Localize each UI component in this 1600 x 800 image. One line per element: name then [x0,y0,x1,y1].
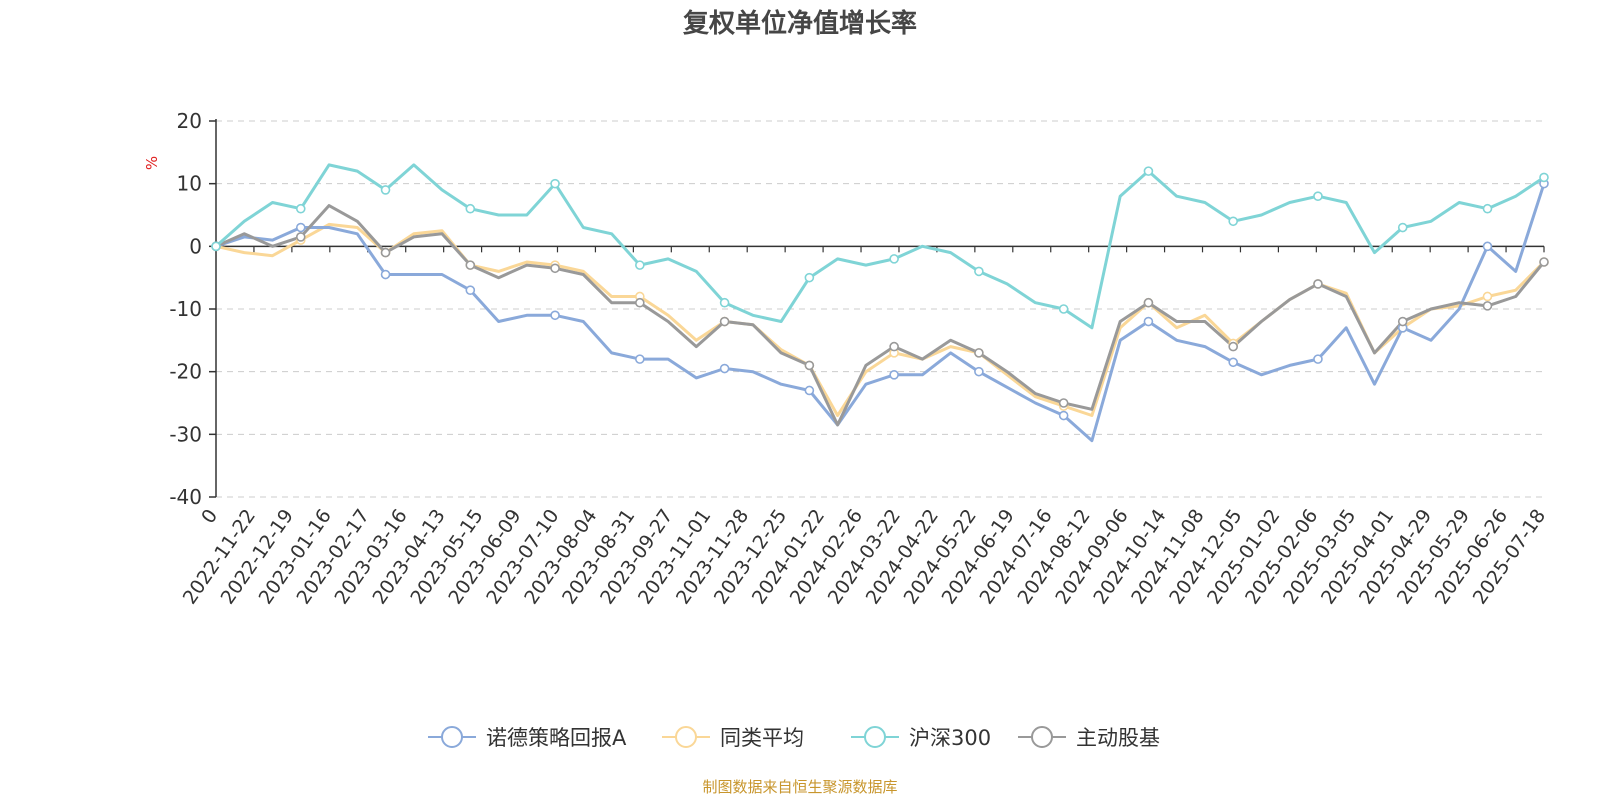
y-tick-label: 0 [189,234,202,258]
y-axis-tick-labels: 20 10 0 -10 -20 -30 -40 [169,109,202,509]
data-point [1539,172,1549,183]
series-markers [211,166,1549,421]
legend-item[interactable]: 主动股基 [1018,726,1160,750]
data-point [550,310,560,321]
data-point [1482,203,1493,214]
legend-marker-icon [675,726,697,748]
legend-marker-icon [864,726,886,748]
data-point [1143,316,1154,327]
source-note: 制图数据来自恒生聚源数据库 [702,778,897,796]
data-point [1228,341,1238,352]
legend-marker-icon [441,726,463,748]
series-line [214,204,1546,427]
data-point [1058,410,1069,421]
data-point [635,297,645,308]
data-point [1228,357,1238,368]
legend-label: 沪深300 [909,726,991,750]
data-point [1482,241,1493,252]
y-tick-label: -40 [169,485,202,509]
y-tick-label: -20 [169,360,202,384]
legend-item[interactable]: 同类平均 [662,726,804,750]
series-line [214,222,1546,417]
data-point [380,269,391,280]
data-point [1397,316,1408,327]
axes [209,119,1545,498]
data-point [1143,297,1154,308]
data-point [465,203,476,214]
series-line [214,182,1546,443]
data-point [295,203,306,214]
y-tick-label: 20 [177,109,202,133]
data-point [719,316,730,327]
y-axis-unit-label: % [143,156,161,170]
data-point [635,260,645,270]
data-point [804,272,815,283]
data-point [1313,354,1323,364]
data-point [635,354,645,364]
data-point [974,266,984,277]
gridlines [216,120,1544,498]
data-point [295,232,306,242]
data-point [974,366,984,377]
data-point [889,369,899,380]
data-point [974,348,984,358]
y-tick-label: -10 [169,297,202,321]
series-lines [214,163,1546,443]
data-point [465,260,476,270]
data-point [1313,191,1323,201]
data-point [1397,222,1408,233]
data-point [889,341,899,352]
data-point [719,297,730,308]
data-point [1539,257,1549,267]
data-point [804,385,815,396]
x-axis-tick-labels: 02022-11-222022-12-192023-01-162023-02-1… [179,505,1550,608]
legend-item[interactable]: 沪深300 [851,726,991,750]
legend-label: 主动股基 [1076,726,1160,750]
data-point [380,185,391,195]
data-point [1482,291,1493,302]
data-point [1058,398,1069,408]
data-point [465,285,476,296]
legend-item[interactable]: 诺德策略回报A [428,726,627,750]
data-point [804,360,815,371]
data-point [211,241,221,252]
data-point [380,247,391,258]
series-line [214,163,1546,330]
y-tick-label: -30 [169,422,202,446]
data-point [719,363,730,374]
legend-label: 诺德策略回报A [486,726,627,750]
legend[interactable]: 诺德策略回报A 同类平均 沪深300 主动股基 [428,726,1160,750]
chart-title: 复权单位净值增长率 [683,8,917,39]
legend-label: 同类平均 [720,726,804,750]
data-point [1482,301,1493,311]
y-tick-label: 10 [177,172,202,196]
data-point [1058,304,1069,314]
data-point [1143,166,1154,176]
data-point [1228,216,1238,227]
data-point [1313,279,1323,289]
data-point [889,254,899,264]
data-point [550,263,560,274]
data-point [295,222,306,233]
legend-marker-icon [1031,726,1053,748]
data-point [550,178,560,189]
